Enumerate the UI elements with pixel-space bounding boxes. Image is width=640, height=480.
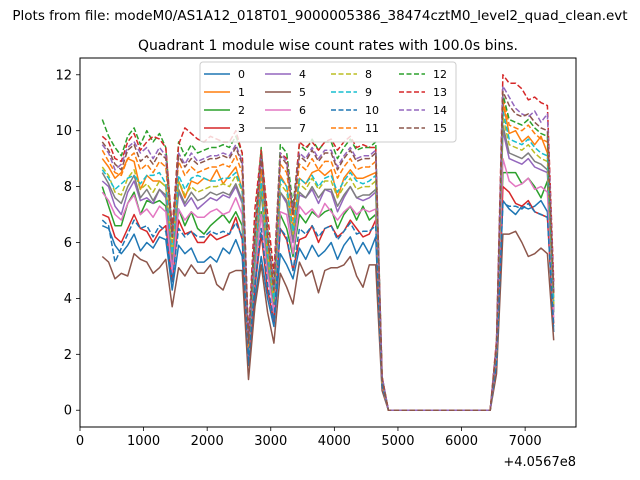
legend-label-5: 5 bbox=[299, 86, 306, 99]
y-tick-label: 12 bbox=[55, 68, 72, 83]
legend-label-3: 3 bbox=[238, 122, 245, 135]
series-line-10 bbox=[101, 202, 555, 411]
legend-label-2: 2 bbox=[238, 104, 245, 117]
figure-suptitle: Plots from file: modeM0/AS1A12_018T01_90… bbox=[12, 8, 627, 24]
legend-label-10: 10 bbox=[365, 104, 379, 117]
legend-label-14: 14 bbox=[433, 104, 447, 117]
y-axis: 0 2 4 6 8 10 12 bbox=[55, 68, 80, 419]
x-tick-label: 7000 bbox=[509, 434, 542, 449]
legend-label-9: 9 bbox=[365, 86, 372, 99]
x-tick-label: 4000 bbox=[318, 434, 351, 449]
x-tick-label: 1000 bbox=[127, 434, 160, 449]
x-axis: 0 1000 2000 3000 4000 5000 6000 7000 bbox=[76, 427, 542, 449]
legend-label-7: 7 bbox=[299, 122, 306, 135]
x-offset-label: +4.0567e8 bbox=[503, 455, 576, 470]
legend-label-6: 6 bbox=[299, 104, 306, 117]
legend-label-12: 12 bbox=[433, 68, 447, 81]
legend-label-11: 11 bbox=[365, 122, 379, 135]
y-tick-label: 8 bbox=[64, 180, 72, 195]
y-tick-label: 10 bbox=[55, 124, 72, 139]
x-tick-label: 3000 bbox=[254, 434, 287, 449]
legend-label-13: 13 bbox=[433, 86, 447, 99]
series-line-5 bbox=[101, 230, 555, 411]
chart-title: Quadrant 1 module wise count rates with … bbox=[138, 38, 518, 54]
y-tick-label: 2 bbox=[64, 348, 72, 363]
legend-label-0: 0 bbox=[238, 68, 245, 81]
legend-label-8: 8 bbox=[365, 68, 372, 81]
plot-area bbox=[101, 74, 555, 411]
x-tick-label: 2000 bbox=[191, 434, 224, 449]
legend-label-4: 4 bbox=[299, 68, 306, 81]
x-tick-label: 6000 bbox=[445, 434, 478, 449]
x-tick-label: 0 bbox=[76, 434, 84, 449]
legend-label-1: 1 bbox=[238, 86, 245, 99]
x-tick-label: 5000 bbox=[381, 434, 414, 449]
legend-box bbox=[199, 61, 457, 143]
y-tick-label: 0 bbox=[64, 404, 72, 419]
series-line-15 bbox=[101, 90, 555, 411]
y-tick-label: 4 bbox=[64, 292, 72, 307]
legend-label-15: 15 bbox=[433, 122, 447, 135]
y-tick-label: 6 bbox=[64, 236, 72, 251]
